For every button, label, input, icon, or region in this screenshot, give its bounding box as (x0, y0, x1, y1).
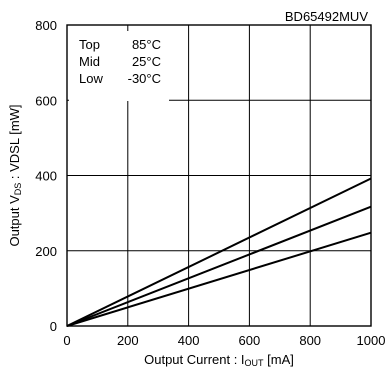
y-tick-label: 200 (35, 244, 57, 259)
legend-name: Mid (79, 54, 100, 69)
legend-name: Low (79, 71, 103, 86)
x-axis-title-unit: [mA] (264, 352, 294, 367)
x-axis-title-sub: OUT (245, 358, 265, 368)
y-tick-label: 0 (50, 319, 57, 334)
y-axis-title-sub: DS (13, 183, 23, 196)
legend-value: 85°C (132, 37, 161, 52)
x-axis-title-main: Output Current : I (144, 352, 244, 367)
y-tick-label: 800 (35, 18, 57, 33)
y-tick-label: 600 (35, 93, 57, 108)
legend-name: Top (79, 37, 100, 52)
legend-background (69, 31, 169, 101)
x-tick-labels: 0 200 400 600 800 1000 (63, 333, 385, 348)
y-tick-label: 400 (35, 169, 57, 184)
series-line-low (66, 231, 372, 327)
x-tick-label: 400 (178, 333, 200, 348)
y-tick-labels: 0 200 400 600 800 (35, 18, 57, 334)
y-axis-title: Output VDS : VDSL [mW] (7, 104, 23, 246)
y-axis-title-rest: : VDSL [mW] (7, 104, 22, 182)
legend-value: -30°C (128, 71, 161, 86)
legend-value: 25°C (132, 54, 161, 69)
device-label: BD65492MUV (285, 9, 368, 24)
x-tick-label: 600 (239, 333, 261, 348)
series-line-top (66, 177, 372, 327)
x-tick-label: 200 (117, 333, 139, 348)
y-axis-title-main: Output V (7, 195, 22, 247)
series-group (66, 177, 372, 327)
legend: Top 85°C Mid 25°C Low -30°C (79, 37, 161, 86)
x-tick-label: 800 (299, 333, 321, 348)
x-axis-title: Output Current : IOUT [mA] (144, 352, 294, 368)
plot-frame (66, 24, 372, 327)
series-line-mid (66, 205, 372, 327)
x-tick-label: 0 (63, 333, 70, 348)
x-tick-label: 1000 (357, 333, 386, 348)
